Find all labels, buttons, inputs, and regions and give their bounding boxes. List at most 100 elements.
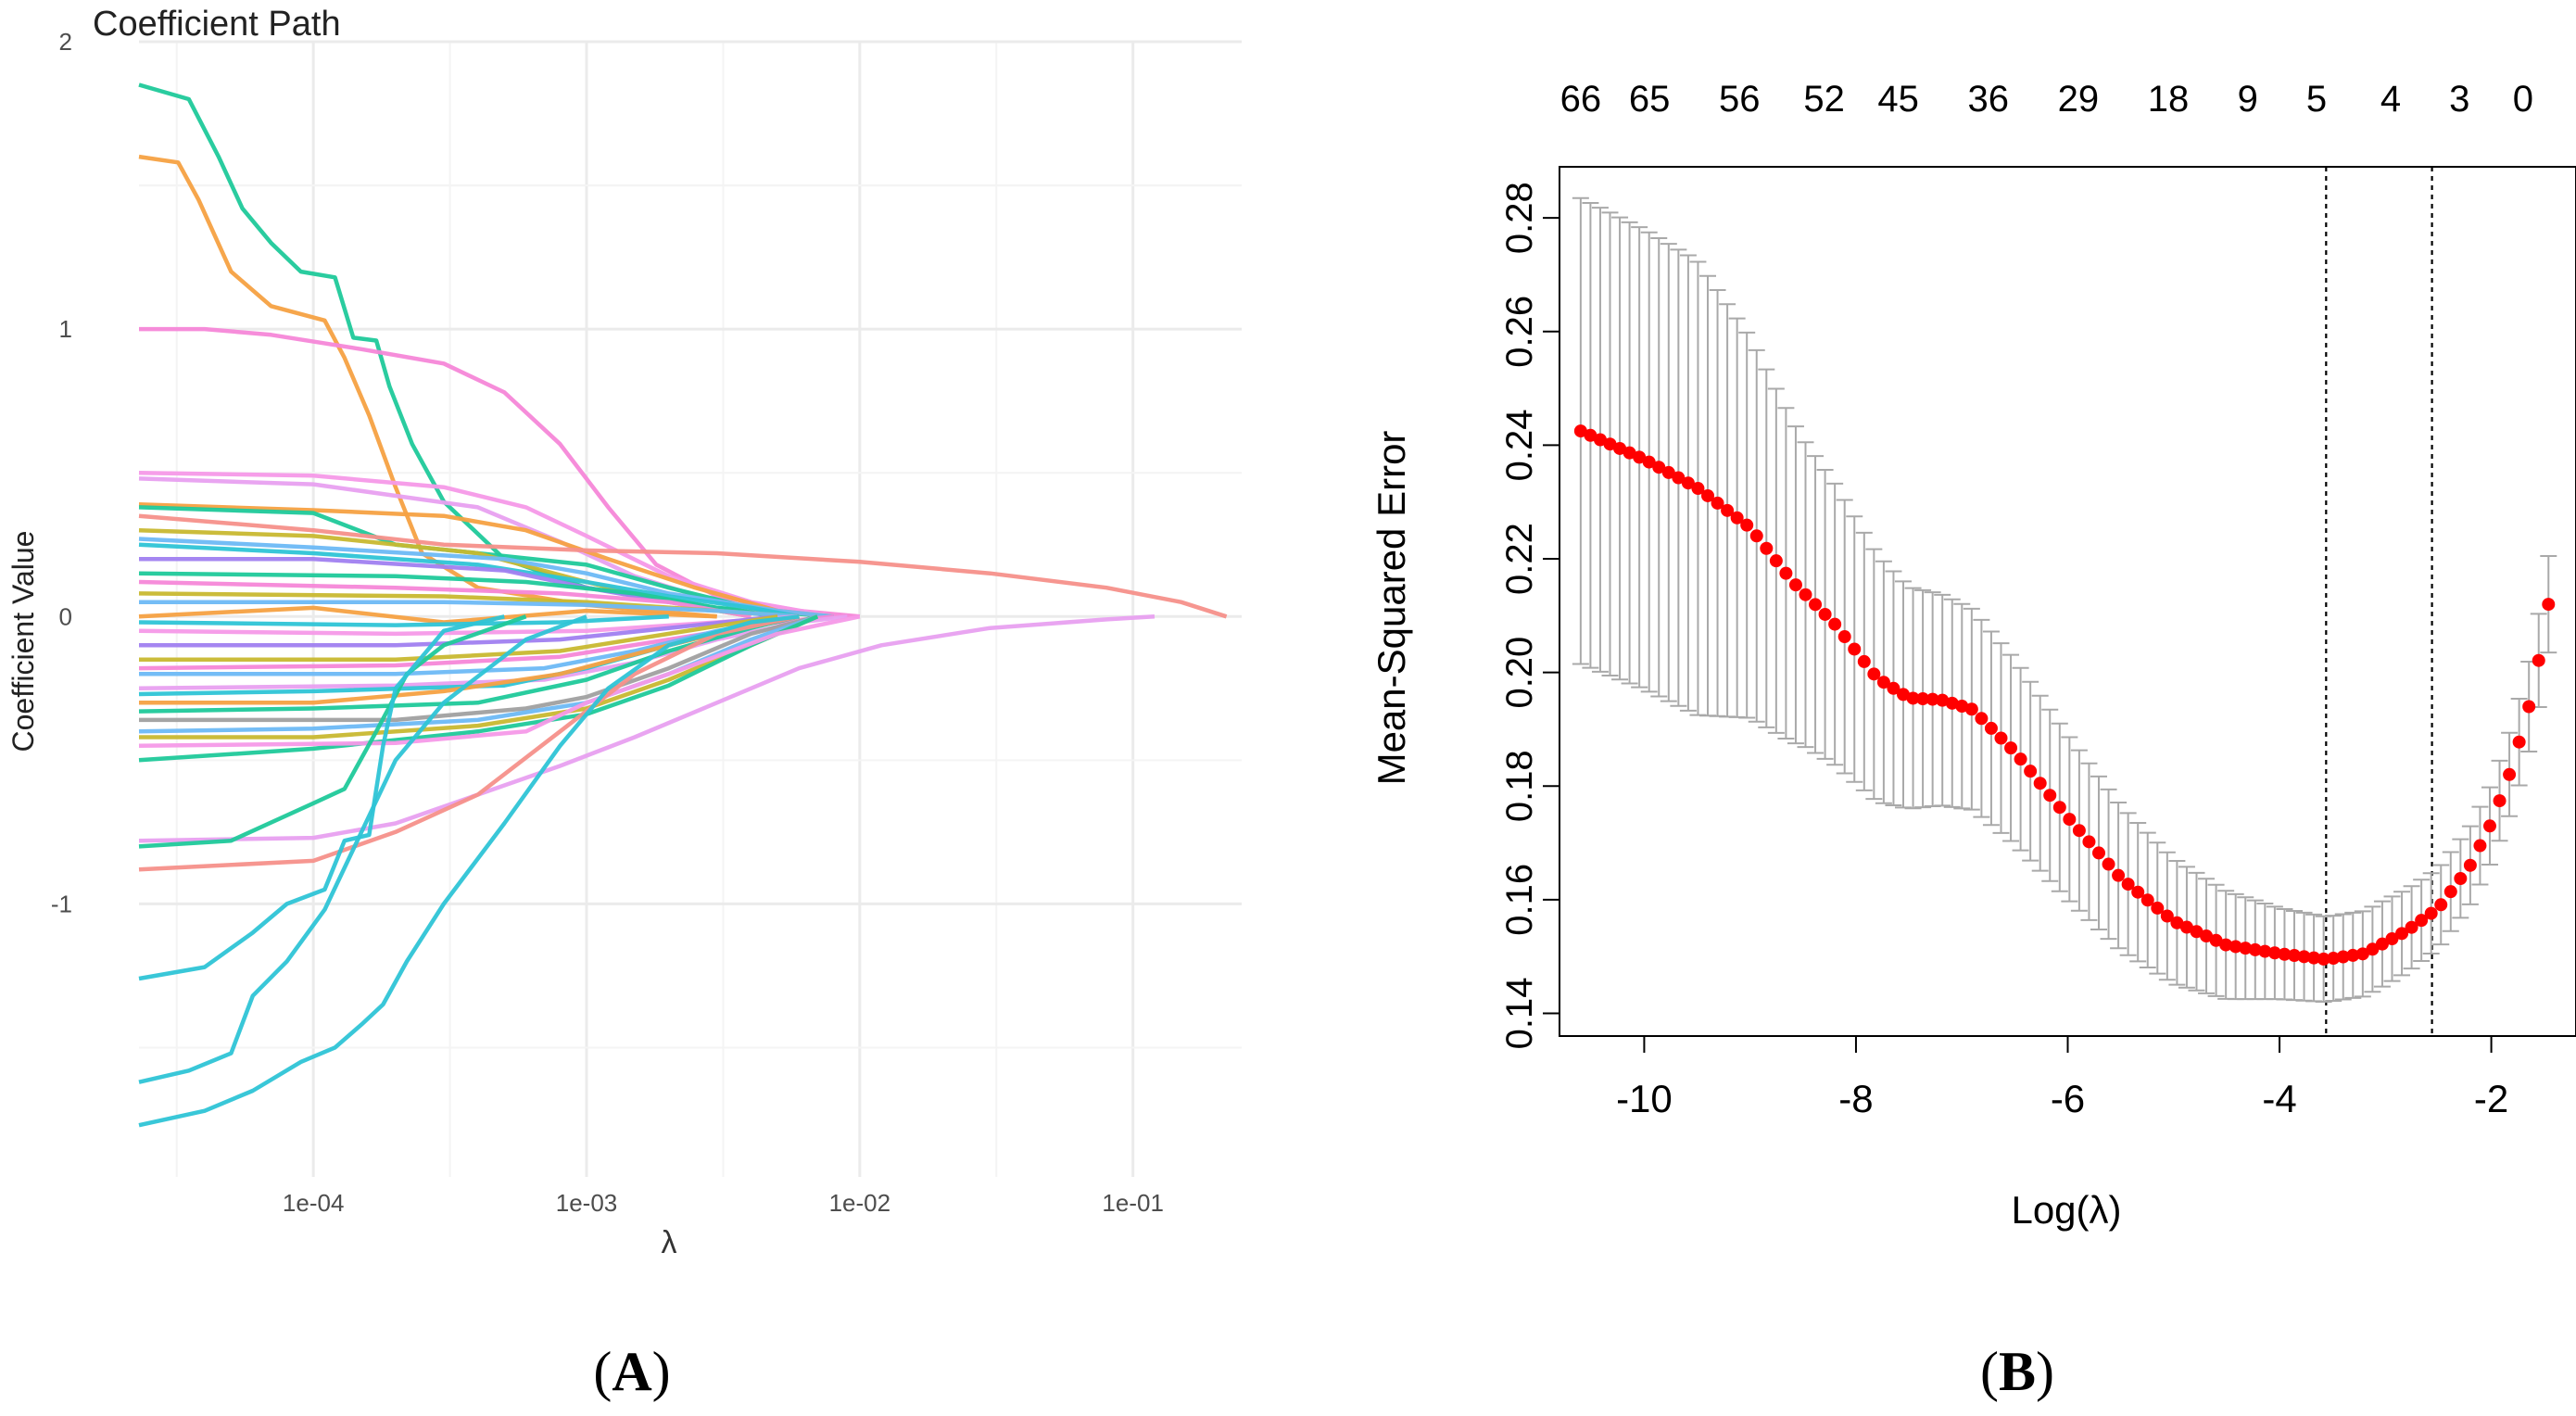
coefficient-path-line [139, 614, 778, 663]
mse-point [1876, 676, 1890, 689]
coefficient-path-x-axis-label: λ [662, 1225, 677, 1260]
coefficient-path-tick-labels: 1e-04 1e-03 1e-02 1e-01 -1 0 1 2 [51, 28, 1164, 1217]
mse-point [1760, 541, 1774, 555]
mse-point [1848, 642, 1862, 656]
mse-point [1652, 461, 1666, 474]
mse-point [1828, 617, 1842, 631]
mse-tick-labels: -10 -8 -6 -4 -2 0.14 0.16 0.18 0.20 0.22 0.24 0.26 0… [1499, 182, 2508, 1120]
x-tick-label: 1e-04 [283, 1189, 345, 1217]
mse-point [2482, 819, 2496, 833]
mse-point [2091, 846, 2105, 860]
mse-point [2121, 878, 2135, 891]
y-tick-label: -1 [51, 890, 72, 917]
mse-point [2336, 950, 2350, 964]
mse-point [2151, 901, 2165, 915]
mse-point [2170, 916, 2184, 929]
mse-point [1926, 692, 1939, 706]
mse-point [1623, 446, 1636, 460]
coefficient-path-line [138, 82, 834, 619]
mse-point [2317, 952, 2330, 966]
y-tick-label: 0.28 [1499, 182, 1540, 254]
coefficient-path-line [138, 614, 800, 1128]
y-tick-label: 0.16 [1499, 864, 1540, 936]
mse-point [1730, 511, 1744, 525]
mse-point [2063, 813, 2077, 827]
coefficient-path-line [138, 614, 505, 981]
mse-point [1906, 691, 1920, 705]
coefficient-path-line [138, 579, 751, 619]
mse-point [1701, 488, 1715, 502]
mse-point [1740, 518, 1754, 532]
mse-point [2239, 942, 2253, 955]
mse-point [2542, 598, 2556, 612]
mse-point [2209, 933, 2223, 947]
mse-point [1613, 441, 1627, 455]
top-axis-label: 65 [1629, 79, 1671, 120]
mse-point [2179, 920, 2193, 934]
x-tick-label: -10 [1616, 1077, 1673, 1120]
mse-point [1779, 566, 1793, 580]
coefficient-path-line [138, 571, 778, 619]
y-tick-label: 2 [59, 28, 72, 56]
y-tick-label: 0.18 [1499, 750, 1540, 822]
y-tick-label: 1 [59, 315, 72, 343]
x-tick-label: -4 [2262, 1077, 2296, 1120]
mse-point [2278, 947, 2292, 961]
top-axis-label: 29 [2058, 79, 2100, 120]
coefficient-path-line [138, 614, 587, 1084]
coefficient-path-line [139, 600, 800, 619]
mse-point [2375, 937, 2389, 951]
mse-point [2405, 920, 2418, 934]
y-tick-label: 0.22 [1499, 523, 1540, 595]
mse-point [2014, 752, 2027, 766]
mse-point [2112, 868, 2126, 882]
mse-point [1837, 630, 1851, 644]
mse-point [1799, 588, 1812, 601]
mse-point [2355, 947, 2369, 961]
mse-point [1672, 471, 1686, 485]
mse-points [1573, 424, 2556, 966]
mse-plot-frame [1559, 166, 2576, 1037]
y-tick-label: 0.26 [1499, 296, 1540, 368]
coefficient-path-line [138, 614, 800, 872]
mse-point [1603, 437, 1617, 451]
top-axis-label: 56 [1719, 79, 1761, 120]
mse-point [2140, 893, 2154, 907]
mse-point [1916, 692, 1930, 706]
mse-point [1984, 721, 1998, 735]
mse-point [1975, 712, 1989, 726]
top-axis-label: 5 [2306, 79, 2327, 120]
x-tick-label: -6 [2051, 1077, 2085, 1120]
mse-point [1788, 578, 1802, 592]
top-axis-label: 36 [1968, 79, 2010, 120]
mse-point [2033, 777, 2047, 790]
mse-point [2327, 952, 2341, 966]
x-tick-label: -2 [2474, 1077, 2508, 1120]
coefficient-path-line [139, 614, 818, 723]
x-tick-label: 1e-02 [829, 1189, 891, 1217]
mse-point [1721, 503, 1735, 517]
mse-point [1964, 702, 1978, 716]
coefficient-path-grid [139, 40, 1242, 1177]
coefficient-path-line [138, 614, 1155, 843]
y-tick-label: 0.20 [1499, 637, 1540, 709]
mse-point [1936, 693, 1950, 707]
mse-point [2503, 767, 2517, 781]
y-tick-label: 0.14 [1499, 978, 1540, 1050]
mse-point [2424, 906, 2438, 920]
coefficient-path-line [138, 614, 527, 849]
mse-point [2454, 872, 2468, 886]
mse-point [1955, 700, 1969, 714]
x-tick-label: -8 [1838, 1077, 1873, 1120]
mse-point [1642, 455, 1656, 469]
mse-y-axis-label: Mean-Squared Error [1370, 431, 1413, 786]
mse-point [2219, 938, 2233, 952]
mse-point [1887, 681, 1900, 695]
mse-error-bars [1572, 196, 2557, 1004]
mse-point [1769, 554, 1783, 568]
mse-point [2004, 741, 2018, 755]
coefficient-path-line [139, 614, 778, 648]
mse-point [1945, 696, 1959, 710]
mse-point [2434, 898, 2448, 912]
